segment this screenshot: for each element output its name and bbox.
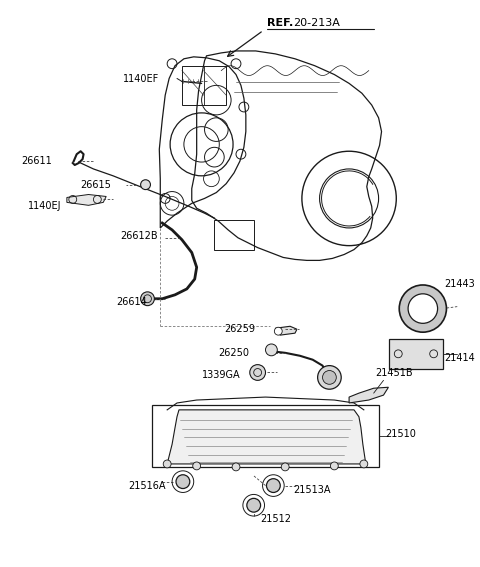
Text: 1339GA: 1339GA [202,370,240,380]
Circle shape [250,365,265,380]
Text: 21512: 21512 [261,514,291,524]
Circle shape [323,370,336,384]
Circle shape [275,327,282,335]
Circle shape [176,475,190,489]
Text: 21451B: 21451B [376,369,413,379]
Circle shape [330,462,338,470]
Circle shape [281,463,289,471]
Polygon shape [349,387,388,403]
Circle shape [232,463,240,471]
Circle shape [247,498,261,512]
Text: 21513A: 21513A [293,485,331,494]
Text: 1140EJ: 1140EJ [27,201,61,211]
Text: 26250: 26250 [218,348,249,358]
Circle shape [399,285,446,332]
Circle shape [163,460,171,468]
Text: 21516A: 21516A [128,481,165,490]
Circle shape [318,366,341,389]
Text: 21443: 21443 [444,279,475,289]
Polygon shape [167,410,366,464]
Text: 21414: 21414 [444,353,475,363]
Circle shape [193,462,201,470]
Text: 26611: 26611 [22,156,52,166]
Circle shape [408,294,438,323]
Circle shape [141,292,155,306]
Circle shape [265,344,277,356]
Text: 26259: 26259 [224,324,255,334]
Text: 26614: 26614 [116,297,147,307]
Text: 20-213A: 20-213A [293,18,340,28]
Polygon shape [389,339,443,369]
Text: 1140EF: 1140EF [123,74,159,84]
Circle shape [141,180,150,189]
Circle shape [360,460,368,468]
Polygon shape [67,194,106,205]
Circle shape [266,479,280,493]
Text: 21510: 21510 [385,429,416,439]
Text: 26612B: 26612B [120,231,157,241]
Polygon shape [276,326,297,335]
Text: 26615: 26615 [81,180,111,190]
Text: REF.: REF. [267,18,294,28]
